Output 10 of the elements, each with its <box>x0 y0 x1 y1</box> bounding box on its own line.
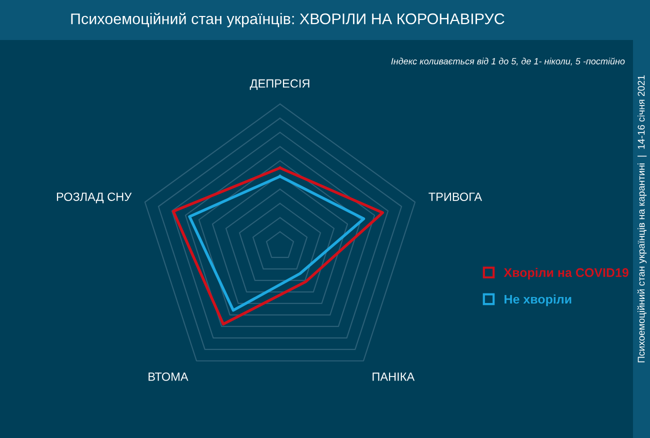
spoke-label: ВТОМА <box>148 372 188 381</box>
spoke-label: ПАНІКА <box>372 372 415 381</box>
chart-title: Психоемоційний стан українців: ХВОРІЛИ НА КОРОНАВІРУС <box>71 12 504 28</box>
legend-label: Хворіли на COVID19 <box>504 268 628 280</box>
spoke-label: РОЗЛАД СНУ <box>56 192 132 204</box>
spoke-label: ТРИВОГА <box>428 192 482 201</box>
text: Психоемоційний стан українців на карантині | 14-16 січня 2021 <box>637 75 647 362</box>
chart-subtitle: Індекс коливається від 1 до 5, де 1- ніколи, 5 -постійно <box>391 58 625 66</box>
legend-label: Не хворіли <box>504 294 572 306</box>
spoke-label: ДЕПРЕСІЯ <box>250 79 310 90</box>
